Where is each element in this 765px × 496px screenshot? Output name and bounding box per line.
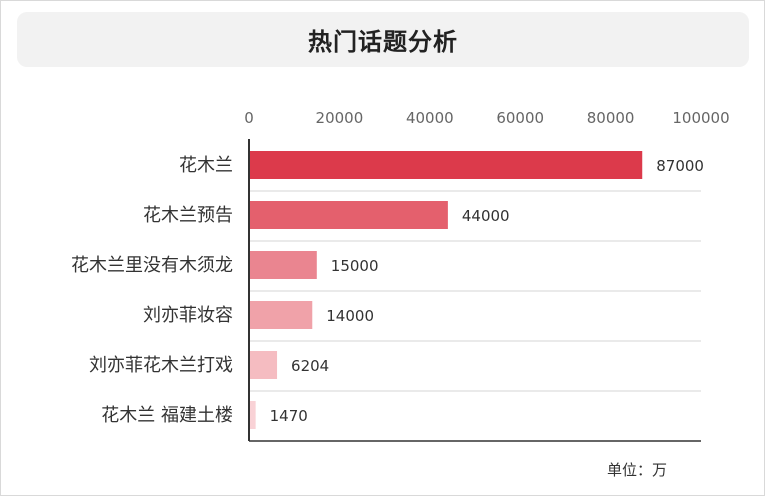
chart-title: 热门话题分析	[308, 28, 458, 56]
bar	[249, 301, 313, 329]
unit-label: 单位：万	[607, 461, 668, 479]
value-label: 87000	[656, 157, 704, 175]
value-label: 44000	[462, 207, 510, 225]
value-label: 6204	[291, 357, 329, 375]
x-axis-ticks: 0 20000 40000 60000 80000 100000	[244, 109, 729, 127]
x-tick-label: 100000	[672, 109, 729, 127]
bar	[249, 251, 317, 279]
category-label: 花木兰里没有木须龙	[71, 255, 233, 276]
x-tick-label: 0	[244, 109, 254, 127]
bar	[249, 201, 448, 229]
title-bar: 热门话题分析	[17, 12, 749, 67]
x-tick-label: 60000	[496, 109, 544, 127]
category-label: 花木兰	[179, 155, 233, 176]
bar	[249, 151, 643, 179]
value-label: 1470	[270, 407, 308, 425]
bar	[249, 401, 256, 429]
category-label: 花木兰 福建土楼	[101, 405, 233, 426]
category-label: 刘亦菲妆容	[143, 305, 233, 326]
grid-layer	[249, 190, 701, 392]
x-tick-label: 20000	[316, 109, 364, 127]
category-label: 花木兰预告	[143, 205, 233, 226]
value-label: 15000	[331, 257, 379, 275]
bars: 花木兰 87000 花木兰预告 44000 花木兰里没有木须龙 15000 刘亦菲妆容 140…	[71, 151, 704, 429]
category-label: 刘亦菲花木兰打戏	[89, 355, 233, 376]
x-tick-label: 80000	[587, 109, 635, 127]
axes	[248, 139, 701, 442]
bar	[249, 351, 278, 379]
x-tick-label: 40000	[406, 109, 454, 127]
value-label: 14000	[326, 307, 374, 325]
